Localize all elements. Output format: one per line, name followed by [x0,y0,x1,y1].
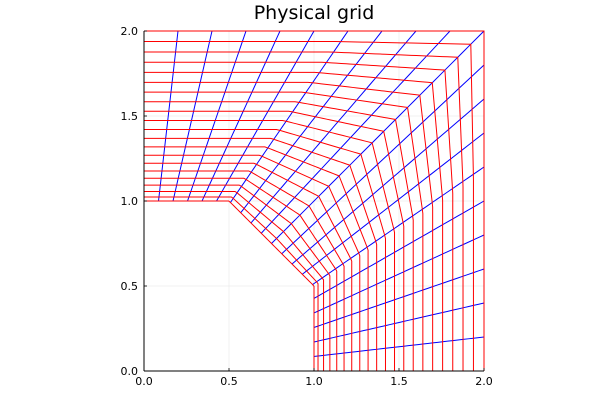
y-tick-label-1: 0.5 [121,280,139,293]
x-tick-label-3: 1.5 [390,375,408,388]
layer-line-1 [144,196,319,371]
layer-line-4 [144,177,338,371]
mesh-lines [143,30,485,372]
radial-line-6 [230,30,349,203]
layer-line-20 [144,30,485,371]
x-tick-label-1: 0.5 [220,375,238,388]
x-tick-label-4: 2.0 [475,375,493,388]
layer-line-12 [144,110,405,371]
layer-line-15 [144,81,434,371]
layer-line-11 [144,119,396,371]
layer-line-19 [144,41,474,371]
radial-line-12 [291,98,485,265]
layer-line-3 [144,184,331,371]
layer-line-0 [144,200,315,371]
layer-line-5 [144,170,345,371]
y-tick-label-2: 1.0 [121,195,139,208]
y-tick-label-3: 1.5 [121,110,139,123]
layer-line-13 [144,101,414,371]
layer-line-14 [144,91,424,371]
radial-line-8 [250,30,417,224]
layer-line-16 [144,71,444,371]
y-tick-label-0: 0.0 [121,365,139,378]
x-tick-label-0: 0.0 [135,375,153,388]
tick-labels: 0.0 0.5 1.0 1.5 2.0 0.0 0.5 1.0 1.5 2.0 [121,25,493,388]
layer-line-2 [144,190,325,371]
layer-line-7 [144,154,361,371]
layer-line-10 [144,129,386,371]
layer-line-9 [144,137,378,371]
radial-line-14 [312,166,485,285]
layer-line-17 [144,61,454,371]
chart-title: Physical grid [254,2,375,24]
layer-line-8 [144,146,369,371]
x-tick-label-2: 1.0 [305,375,323,388]
y-tick-label-4: 2.0 [121,25,139,38]
layer-line-6 [144,162,353,371]
layer-line-18 [144,51,464,371]
